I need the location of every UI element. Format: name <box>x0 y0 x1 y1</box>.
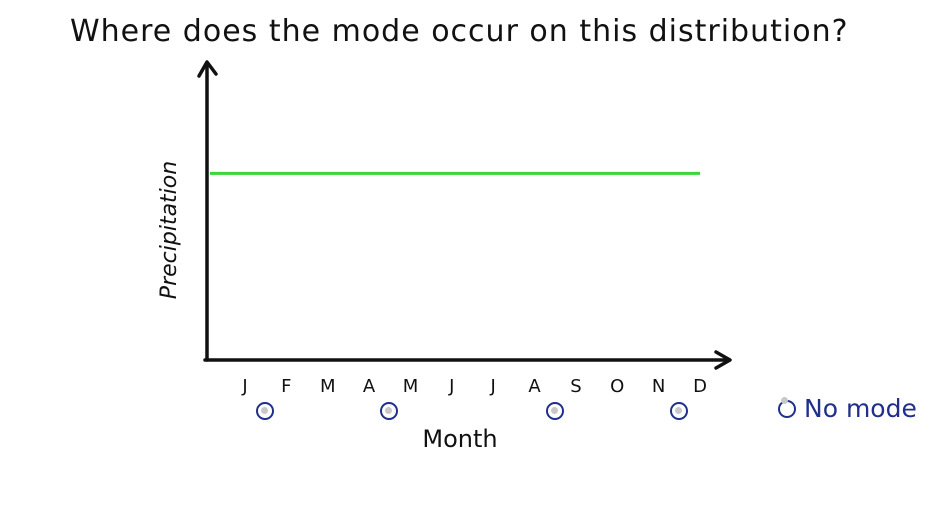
x-axis-label: Month <box>422 425 497 453</box>
y-axis-arrow <box>197 60 218 78</box>
x-axis-arrow <box>714 350 732 370</box>
y-axis-label: Precipitation <box>157 161 182 299</box>
tick-label-4: M <box>403 376 419 397</box>
no-mode-label: No mode <box>804 394 917 423</box>
tick-label-8: S <box>570 376 581 397</box>
tick-label-5: J <box>448 376 454 397</box>
axes <box>197 60 732 370</box>
question-title: Where does the mode occur on this distri… <box>70 14 849 49</box>
tick-label-10: N <box>652 376 665 397</box>
no-mode-radio[interactable] <box>778 399 796 418</box>
tick-label-9: O <box>610 376 624 397</box>
tick-label-11: D <box>693 376 707 397</box>
tick-label-2: M <box>320 376 336 397</box>
tick-label-6: J <box>490 376 496 397</box>
answer-radio-2[interactable] <box>545 402 564 420</box>
answer-radio-0[interactable] <box>256 402 274 420</box>
answer-radio-1[interactable] <box>380 402 399 420</box>
tick-label-7: A <box>528 376 541 397</box>
tick-label-1: F <box>281 376 291 397</box>
tick-label-3: A <box>363 376 376 397</box>
no-mode-option[interactable]: No mode <box>778 394 917 423</box>
tick-label-0: J <box>241 376 247 397</box>
answer-radio-3[interactable] <box>669 402 688 420</box>
